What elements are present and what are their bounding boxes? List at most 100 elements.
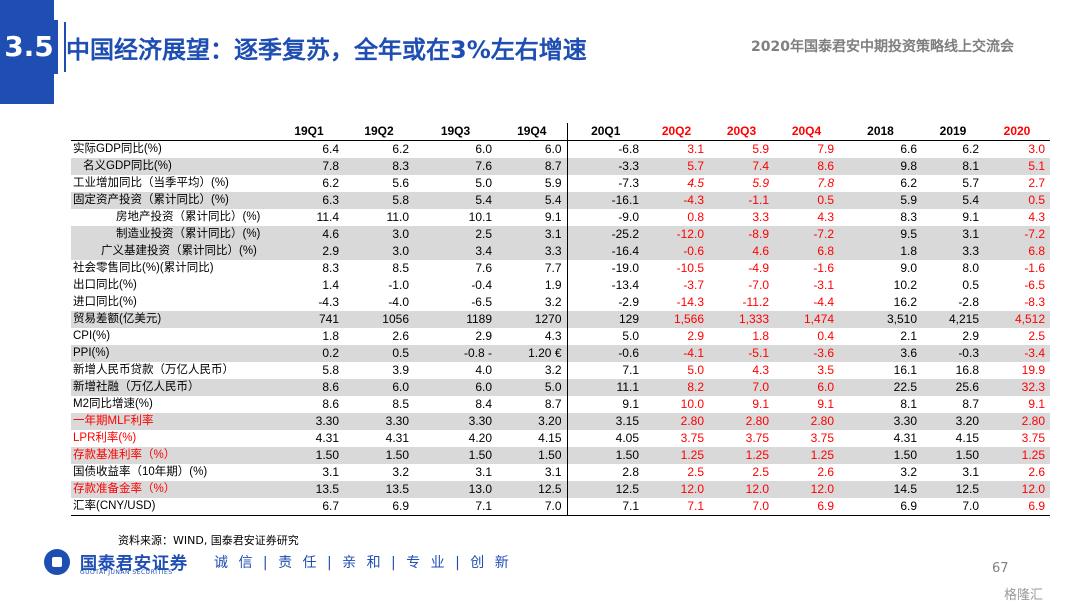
row-label: 制造业投资（累计同比）(%) [71, 226, 274, 243]
table-cell: 4.20 [468, 431, 492, 445]
table-cell: 6.7 [274, 498, 344, 516]
table-cell: 4.05 [566, 430, 644, 447]
table-cell: 5.4 [922, 192, 984, 209]
page-title: 中国经济展望：逐季复苏，全年或在3%左右增速 [66, 36, 587, 64]
table-cell: 5.7 [962, 176, 979, 190]
table-cell: -4.9 [748, 261, 769, 275]
economic-forecast-table: 19Q1 19Q2 19Q3 19Q4 20Q1 20Q2 20Q3 20Q4 2018 2019… [71, 123, 1050, 516]
table-cell: 5.0 [566, 328, 644, 345]
table-row: 新增人民币贷款（万亿人民币） 5.8 3.9 4.0 3.2 7.1 5.0 4.3 3.5 16… [71, 362, 1050, 379]
table-cell: 3.1 [962, 465, 979, 479]
table-cell: 2.1 [900, 329, 917, 343]
row-label: 国债收益率（10年期）(%) [73, 466, 208, 478]
table-cell: 32.3 [984, 379, 1050, 396]
row-label: 出口同比(%) [73, 279, 137, 291]
table-cell: 8.7 [544, 397, 562, 411]
table-cell: 19.9 [1021, 363, 1045, 377]
table-row: 国债收益率（10年期）(%) 3.1 3.2 3.1 3.1 2.8 2.5 2.5 2.6 3.… [71, 464, 1050, 481]
table-cell: 1.50 [497, 447, 567, 464]
table-cell: 22.5 [839, 379, 922, 396]
table-row: 进口同比(%) -4.3 -4.0 -6.5 3.2 -2.9 -14.3 -11.2 -4.4… [71, 294, 1050, 311]
row-label: PPI(%) [71, 345, 274, 362]
table-cell: 9.1 [752, 397, 769, 411]
table-cell: 7.8 [817, 176, 834, 190]
table-row: 贸易差额(亿美元) 741 1056 1189 1270 129 1,566 1,333 1,4… [71, 311, 1050, 328]
column-header: 19Q2 [344, 123, 414, 141]
table-cell: 11.1 [566, 379, 644, 396]
table-cell: -4.4 [813, 295, 834, 309]
section-number: 3.5 [0, 20, 58, 74]
table-cell: 0.5 [344, 345, 414, 362]
table-cell: 7.0 [709, 498, 774, 516]
table-cell: 5.0 [687, 363, 704, 377]
table-cell: 4.3 [544, 329, 562, 343]
row-label: 社会零售同比(%)(累计同比) [73, 262, 214, 274]
table-cell: -7.0 [748, 278, 769, 292]
table-cell: 6.0 [544, 142, 562, 156]
row-label: 名义GDP同比(%) [71, 158, 274, 175]
table-cell: -16.1 [566, 192, 644, 209]
table-cell: 7.7 [544, 261, 562, 275]
table-cell: 4.3 [1028, 210, 1045, 224]
table-cell: 4.31 [893, 431, 917, 445]
table-cell: 4.6 [709, 243, 774, 260]
table-cell: 3.20 [922, 413, 984, 430]
table-cell: 0.8 [687, 210, 704, 224]
table-cell: 12.5 [922, 481, 984, 498]
table-cell: 4.3 [817, 210, 834, 224]
table-cell: 3.75 [810, 431, 834, 445]
row-label: 新增人民币贷款（万亿人民币） [73, 364, 234, 376]
table-cell: 10.2 [893, 278, 917, 292]
table-row: 出口同比(%) 1.4 -1.0 -0.4 1.9 -13.4 -3.7 -7.0 -3.1 10… [71, 277, 1050, 294]
table-cell: 2.8 [566, 464, 644, 481]
table-cell: 3.30 [414, 413, 497, 430]
table-cell: 4.15 [538, 431, 562, 445]
table-cell: 2.80 [709, 413, 774, 430]
table-cell: 6.0 [475, 142, 492, 156]
company-logo-icon [44, 549, 70, 575]
table-cell: 5.7 [644, 158, 709, 175]
table-cell: 3.30 [344, 413, 414, 430]
table-cell: -5.1 [709, 345, 774, 362]
table-cell: 2.6 [392, 329, 409, 343]
table-row: 实际GDP同比(%) 6.4 6.2 6.0 6.0 -6.8 3.1 5.9 7.9 6.6 6.… [71, 140, 1050, 158]
column-header: 20Q3 [709, 123, 774, 141]
table-cell: 3.1 [544, 465, 562, 479]
title-divider [64, 22, 66, 72]
table-cell: -1.6 [813, 261, 834, 275]
table-cell: 5.0 [497, 379, 567, 396]
table-cell: 4.31 [385, 431, 409, 445]
watermark: 格隆汇 [1004, 588, 1044, 603]
table-cell: 8.5 [392, 261, 409, 275]
table-cell: -12.0 [644, 226, 709, 243]
table-cell: 3.2 [900, 465, 917, 479]
table-cell: 13.0 [414, 481, 497, 498]
header-corner [71, 123, 274, 141]
column-header: 20Q2 [644, 123, 709, 141]
table-cell: 9.1 [544, 210, 562, 224]
row-label: 进口同比(%) [73, 296, 137, 308]
table-cell: 5.9 [752, 142, 769, 156]
table-cell: 7.8 [274, 158, 344, 175]
table-cell: 3.20 [497, 413, 567, 430]
table-cell: 1.25 [709, 447, 774, 464]
row-label: 新增社融（万亿人民币） [71, 379, 274, 396]
table-cell: 1.20 € [497, 345, 567, 362]
table-cell: 7.0 [922, 498, 984, 516]
table-cell: 741 [274, 311, 344, 328]
table-cell: 3.3 [922, 243, 984, 260]
table-cell: 8.4 [475, 397, 492, 411]
table-cell: 1.9 [544, 278, 562, 292]
table-cell: 6.9 [984, 498, 1050, 516]
table-cell: 12.0 [644, 481, 709, 498]
table-cell: 5.9 [839, 192, 922, 209]
column-header: 19Q3 [414, 123, 497, 141]
table-cell: 6.0 [344, 379, 414, 396]
table-cell: 1.8 [752, 329, 769, 343]
table-cell: -3.3 [566, 158, 644, 175]
table-cell: 3,510 [839, 311, 922, 328]
table-cell: 3.0 [344, 243, 414, 260]
table-cell: -4.3 [318, 295, 339, 309]
table-cell: -3.7 [683, 278, 704, 292]
table-cell: 8.6 [322, 397, 339, 411]
